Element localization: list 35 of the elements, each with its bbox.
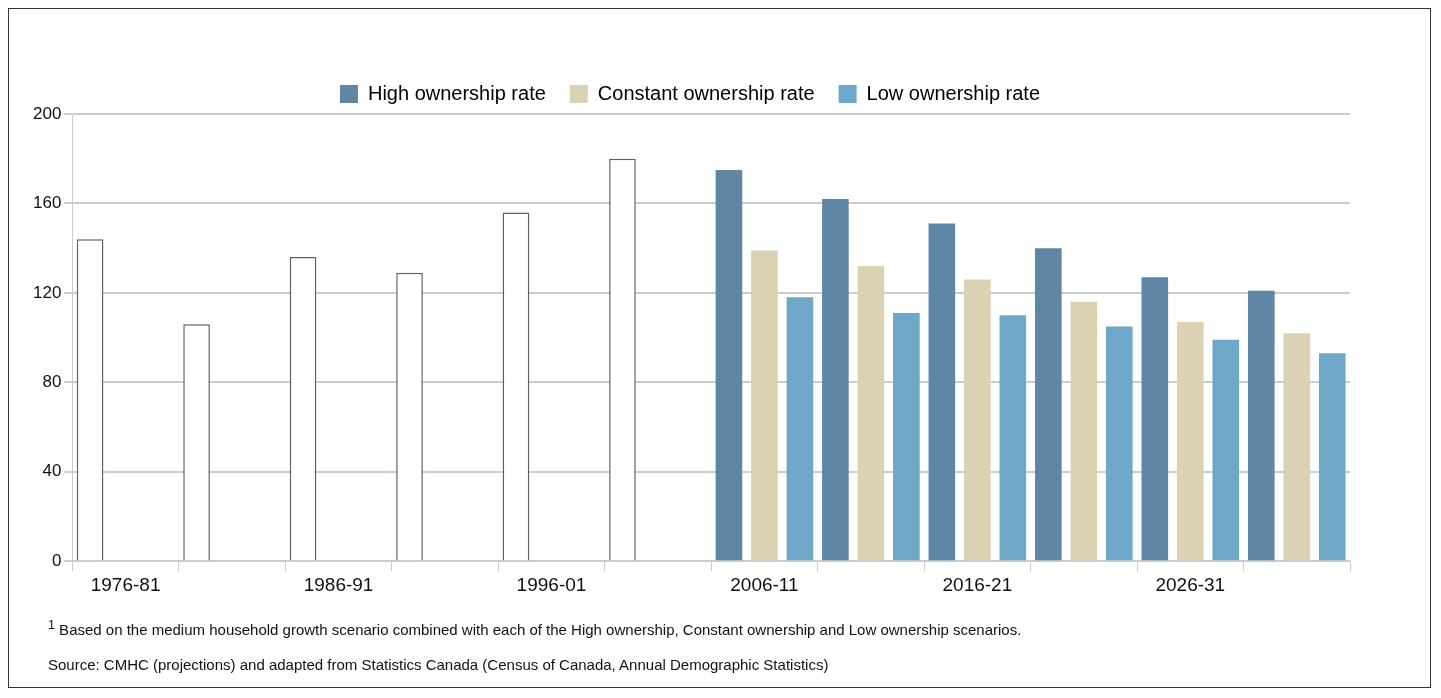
bar — [1318, 353, 1346, 561]
source-note: Source: CMHC (projections) and adapted from Statistics Canada (Census of Canada, Annual Demographic Statistics) — [48, 656, 830, 673]
bar — [1176, 321, 1204, 561]
bar — [857, 266, 885, 561]
x-tick-label: 2026-31 — [1155, 573, 1226, 595]
y-tick-label: 0 — [51, 550, 62, 570]
bar — [786, 297, 814, 561]
bar — [1212, 339, 1240, 561]
x-tick-label: 1986-91 — [303, 573, 374, 595]
text: $^{1}$ Based on the medium household growth scenario combined with each of the High ownership, Constant ownership and Low ownership scenarios. — [48, 618, 1022, 638]
bar — [928, 223, 956, 561]
y-tick-label: 160 — [32, 193, 62, 213]
x-tick-label: 1976-81 — [90, 573, 161, 595]
bar — [893, 313, 920, 561]
bar — [751, 250, 778, 561]
bar — [822, 198, 849, 561]
legend-label: High ownership rate — [367, 81, 546, 104]
bar — [1247, 290, 1275, 561]
bar — [999, 315, 1027, 561]
y-tick-label: 80 — [42, 372, 62, 392]
y-tick-label: 120 — [32, 282, 62, 302]
bar — [1141, 277, 1169, 561]
bar — [1106, 326, 1133, 561]
x-tick-label: 2006-11 — [730, 573, 799, 595]
y-tick-label: 40 — [42, 461, 62, 481]
bar — [964, 279, 991, 561]
legend-label: Constant ownership rate — [597, 81, 815, 104]
x-tick-label: 2016-21 — [942, 573, 1013, 595]
y-tick-label: 200 — [32, 103, 62, 123]
bar — [1283, 333, 1311, 561]
x-tick-label: 1996-01 — [516, 573, 587, 595]
bar — [1070, 301, 1098, 561]
bar — [1035, 248, 1062, 561]
bar — [715, 169, 743, 561]
legend-label: Low ownership rate — [866, 81, 1041, 104]
